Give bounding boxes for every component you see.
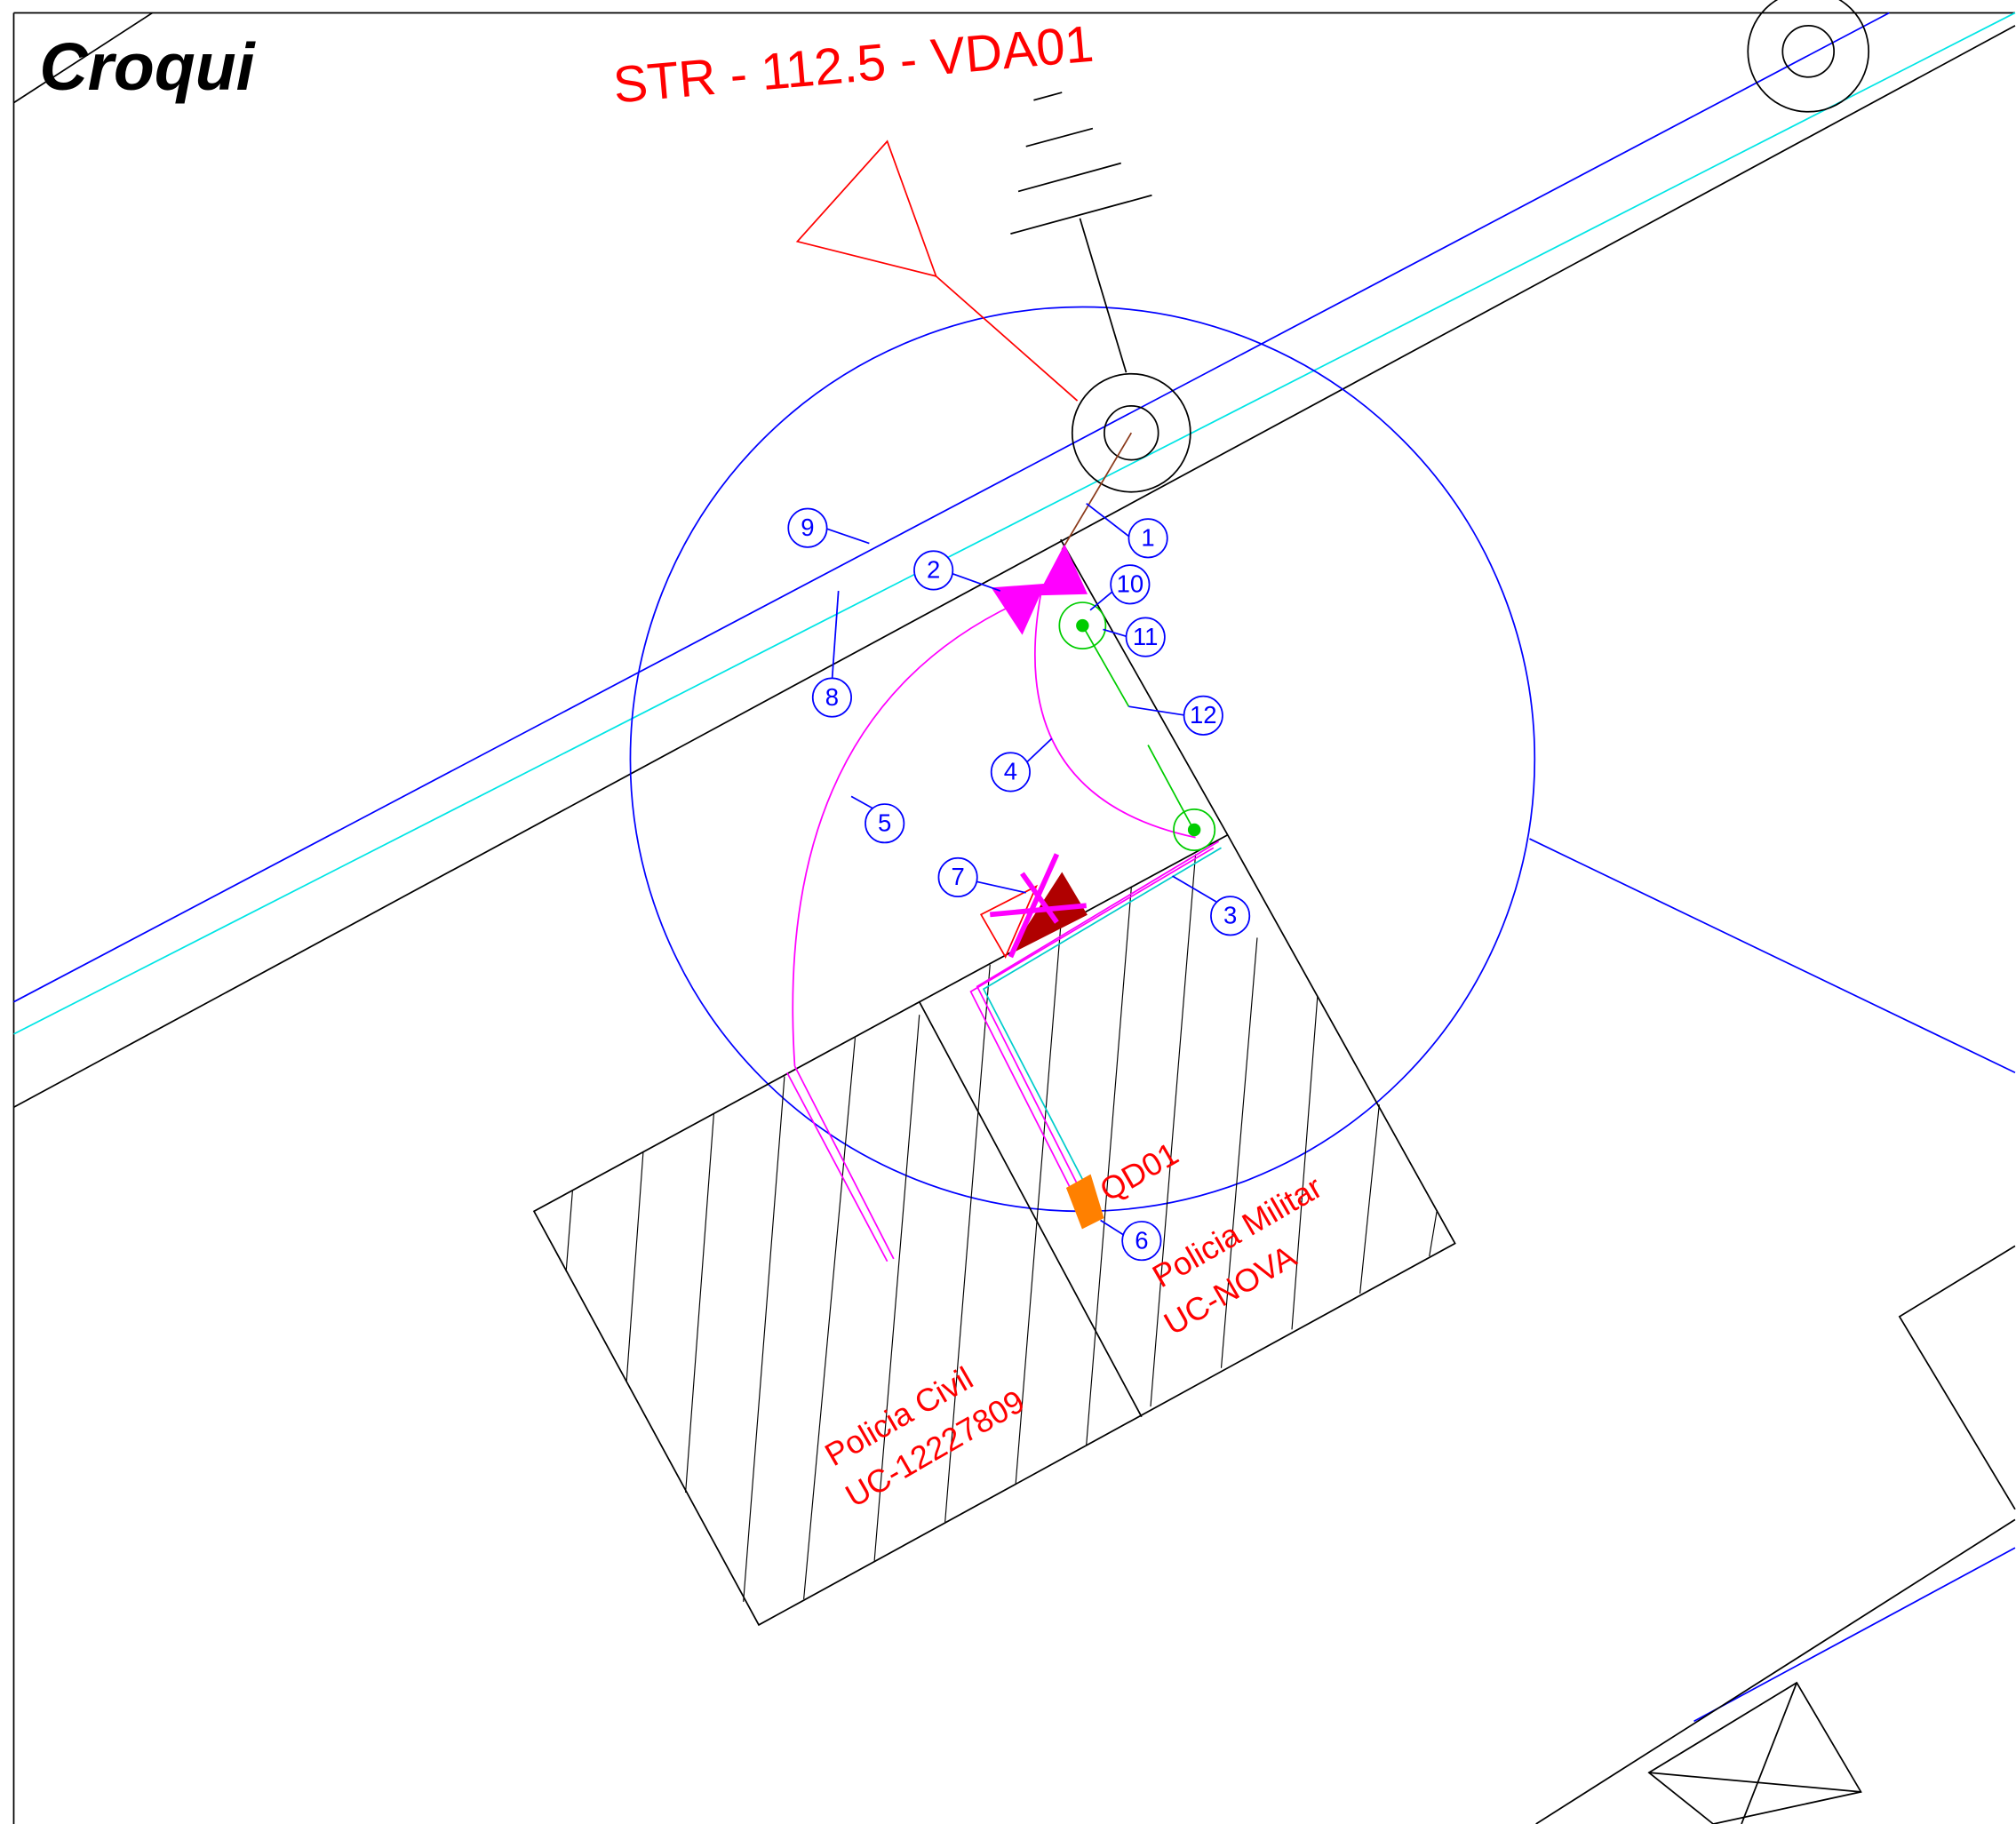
callout-number: 12: [1190, 701, 1217, 729]
ground-rod: [1188, 824, 1200, 836]
ground-rod: [1076, 619, 1088, 632]
title: Croqui: [39, 29, 256, 104]
callout-number: 8: [825, 683, 839, 711]
callout: 7: [938, 858, 976, 896]
callout-number: 4: [1004, 758, 1017, 785]
callout: 11: [1127, 617, 1165, 656]
callout: 3: [1211, 896, 1249, 935]
callout: 10: [1111, 565, 1149, 603]
callout: 4: [992, 753, 1030, 791]
callout: 8: [813, 678, 851, 716]
callout-number: 2: [927, 556, 940, 584]
callout-number: 1: [1141, 523, 1154, 551]
callout-number: 6: [1135, 1226, 1148, 1254]
callout-number: 10: [1117, 570, 1144, 598]
callout: 6: [1122, 1222, 1160, 1260]
page: 123456789101112 Croqui STR - 112.5 - VDA…: [0, 0, 2016, 1824]
callout: 1: [1128, 519, 1167, 557]
callout: 9: [788, 509, 826, 547]
callout: 12: [1184, 697, 1223, 735]
callout-number: 5: [878, 808, 891, 836]
callout: 2: [914, 551, 952, 589]
sketch: 123456789101112 Croqui STR - 112.5 - VDA…: [0, 0, 2016, 1824]
callout-number: 11: [1133, 623, 1159, 650]
callout: 5: [865, 804, 904, 842]
callout-number: 3: [1223, 902, 1237, 929]
callout-number: 7: [951, 863, 964, 890]
callout-number: 9: [801, 514, 814, 541]
